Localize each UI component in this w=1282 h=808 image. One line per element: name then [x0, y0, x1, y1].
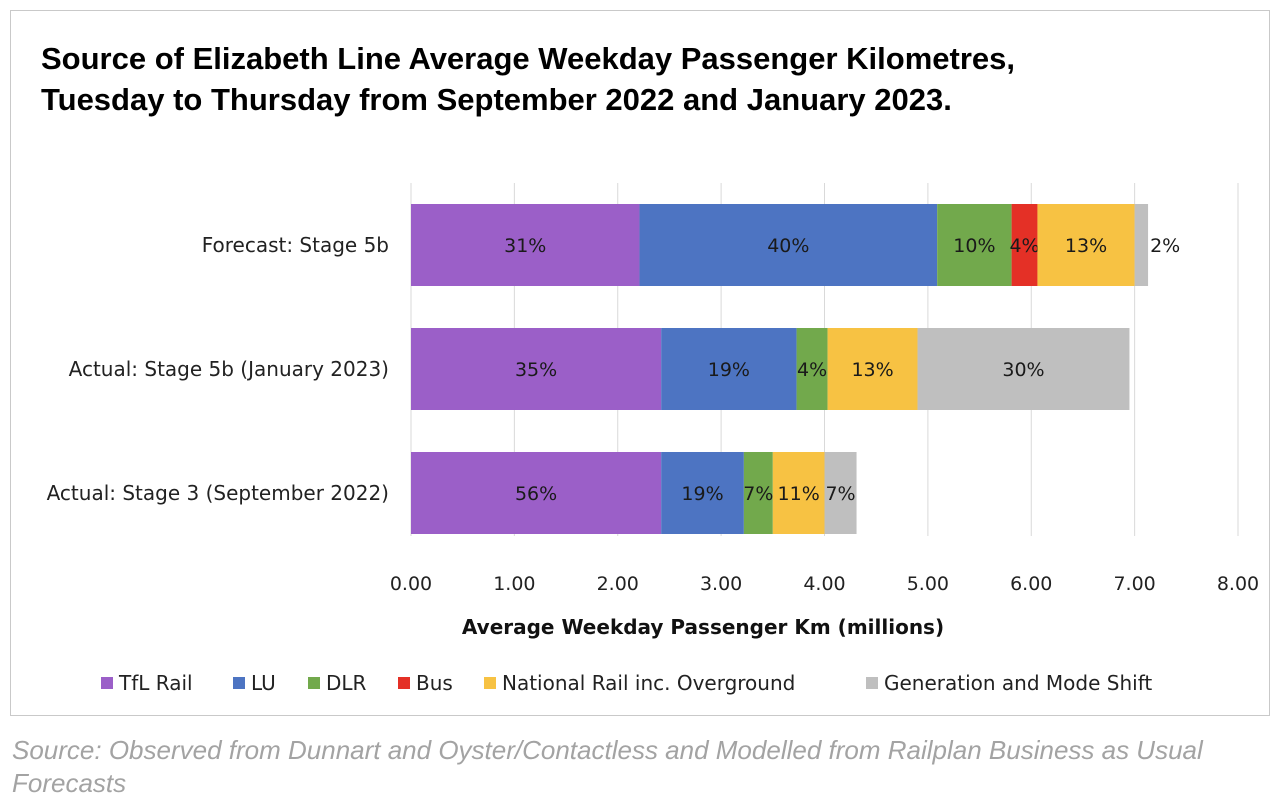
legend-label: LU: [251, 671, 276, 695]
data-label: 30%: [1002, 359, 1044, 381]
legend-swatch: [866, 677, 878, 689]
stacked-bar-chart: 31% 40% 10% 4% 13% 2% 35% 19% 4% 13% 30% 56% 19% 7% 11…: [47, 183, 1259, 695]
data-label: 7%: [825, 483, 855, 505]
data-label: 13%: [851, 359, 893, 381]
data-label: 4%: [797, 359, 827, 381]
legend-swatch: [233, 677, 245, 689]
bar-segment: [937, 204, 1012, 286]
x-axis-ticks: 0.00 1.00 2.00 3.00 4.00 5.00 6.00 7.00 8.00: [390, 573, 1259, 595]
bar-segment: [1037, 204, 1135, 286]
bar-segment: [917, 328, 1130, 410]
data-label: 13%: [1065, 235, 1107, 257]
bar-segment: [411, 328, 662, 410]
legend-label: Generation and Mode Shift: [884, 671, 1152, 695]
category-labels: Forecast: Stage 5b Actual: Stage 5b (Janu…: [47, 233, 389, 505]
x-tick-label: 0.00: [390, 573, 432, 595]
bar-segment: [796, 328, 828, 410]
x-tick-label: 1.00: [493, 573, 535, 595]
data-label: 19%: [681, 483, 723, 505]
legend-label: National Rail inc. Overground: [502, 671, 795, 695]
category-label: Actual: Stage 3 (September 2022): [47, 481, 389, 505]
legend-swatch: [308, 677, 320, 689]
chart-title-line-1: Source of Elizabeth Line Average Weekday…: [41, 41, 1015, 76]
bar-segment: [824, 452, 857, 534]
data-label: 2%: [1150, 235, 1180, 257]
bar-segment: [743, 452, 773, 534]
bars: 31% 40% 10% 4% 13% 2% 35% 19% 4% 13% 30% 56% 19% 7% 11…: [411, 204, 1180, 534]
chart-title: Source of Elizabeth Line Average Weekday…: [41, 38, 1241, 120]
data-label: 56%: [515, 483, 557, 505]
x-tick-label: 4.00: [803, 573, 845, 595]
bar-segment: [661, 452, 744, 534]
data-label: 35%: [515, 359, 557, 381]
bar-segment: [772, 452, 825, 534]
category-label: Forecast: Stage 5b: [202, 233, 389, 257]
category-label: Actual: Stage 5b (January 2023): [69, 357, 389, 381]
data-label: 19%: [708, 359, 750, 381]
bar-segment: [1011, 204, 1038, 286]
bar-segment: [827, 328, 918, 410]
legend-swatch: [101, 677, 113, 689]
data-label: 7%: [743, 483, 773, 505]
x-tick-label: 6.00: [1010, 573, 1052, 595]
data-label: 31%: [504, 235, 546, 257]
x-tick-label: 7.00: [1113, 573, 1155, 595]
x-tick-label: 5.00: [907, 573, 949, 595]
chart-title-line-2: Tuesday to Thursday from September 2022 …: [41, 82, 952, 117]
legend-label: TfL Rail: [118, 671, 193, 695]
bar-segment: [411, 204, 640, 286]
legend-swatch: [484, 677, 496, 689]
legend-label: Bus: [416, 671, 453, 695]
legend-swatch: [398, 677, 410, 689]
bar-segment: [661, 328, 797, 410]
data-label: 10%: [953, 235, 995, 257]
x-axis-title: Average Weekday Passenger Km (millions): [462, 615, 944, 639]
data-label: 4%: [1009, 235, 1039, 257]
bar-segment: [411, 452, 662, 534]
bar-segment: [639, 204, 938, 286]
x-tick-label: 2.00: [597, 573, 639, 595]
legend-label: DLR: [326, 671, 367, 695]
legend: TfL Rail LU DLR Bus National Rail inc. Overg…: [101, 671, 1152, 695]
data-label: 11%: [778, 483, 820, 505]
bar-segment: [1134, 204, 1149, 286]
data-label: 40%: [767, 235, 809, 257]
x-tick-label: 8.00: [1217, 573, 1259, 595]
source-note: Source: Observed from Dunnart and Oyster…: [12, 735, 1203, 798]
x-tick-label: 3.00: [700, 573, 742, 595]
